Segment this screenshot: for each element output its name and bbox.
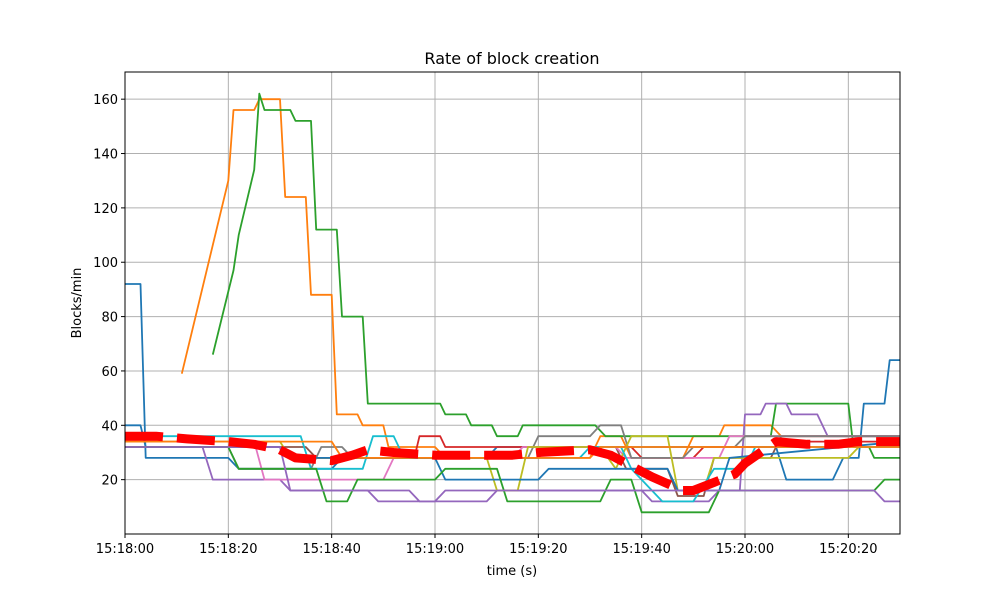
- x-tick-label: 15:19:00: [406, 542, 464, 557]
- y-tick-label: 60: [101, 365, 118, 380]
- x-tick-label: 15:18:40: [302, 542, 360, 557]
- plot-area: [125, 92, 900, 514]
- y-axis-label: Blocks/min: [70, 268, 85, 339]
- x-axis-label: time (s): [487, 564, 537, 579]
- mean-series-line: [125, 431, 900, 495]
- x-tick-label: 15:19:20: [509, 542, 567, 557]
- x-tick-label: 15:19:40: [612, 542, 670, 557]
- axes-frame: [124, 71, 901, 535]
- x-tick-label: 15:18:00: [96, 542, 154, 557]
- y-tick-label: 40: [101, 419, 118, 434]
- y-tick-label: 80: [101, 311, 118, 326]
- y-tick-label: 120: [93, 202, 118, 217]
- x-tick-label: 15:20:20: [819, 542, 877, 557]
- y-tick-label: 100: [93, 256, 118, 271]
- y-tick-label: 160: [93, 93, 118, 108]
- ticks: 15:18:00 15:18:20 15:18:40 15:19:00 15:19:20…: [93, 93, 877, 557]
- x-tick-label: 15:20:00: [716, 542, 774, 557]
- y-tick-label: 140: [93, 148, 118, 163]
- x-tick-label: 15:18:20: [199, 542, 257, 557]
- series-line-13: [125, 446, 900, 514]
- y-tick-label: 20: [101, 474, 118, 489]
- series-line-14: [125, 446, 900, 503]
- chart-title: Rate of block creation: [424, 49, 599, 68]
